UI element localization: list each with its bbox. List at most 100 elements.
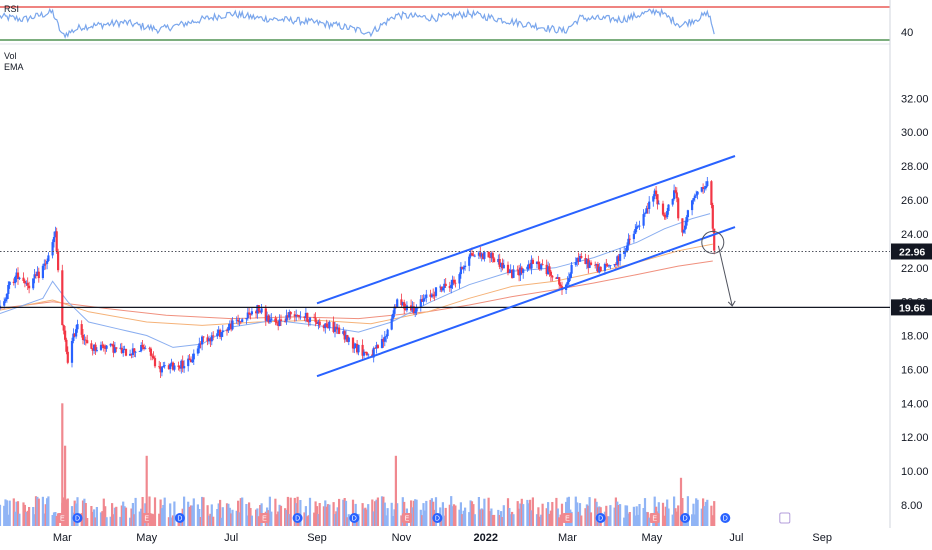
volume-bar: [153, 497, 157, 526]
volume-bar: [692, 503, 695, 526]
earnings-marker: [57, 513, 68, 523]
volume-bar: [66, 498, 69, 526]
candle-body: [336, 327, 339, 330]
candle-body: [642, 214, 645, 226]
volume-bar: [111, 503, 114, 526]
candle-body: [241, 319, 244, 323]
volume-bar: [511, 511, 514, 526]
volume-bar: [152, 514, 155, 526]
candle-body: [396, 299, 399, 307]
volume-bar: [299, 500, 302, 526]
volume-bar: [429, 499, 432, 526]
volume-bar: [710, 505, 713, 526]
volume-bar: [443, 515, 446, 526]
volume-event-dividend: D: [720, 513, 731, 523]
candle-body: [691, 200, 694, 211]
volume-bar: [325, 506, 328, 526]
candle-body: [62, 325, 65, 331]
candle-body: [180, 360, 183, 369]
candle-body: [47, 255, 50, 261]
volume-bar: [105, 517, 108, 526]
ema-lines: [0, 213, 713, 348]
candle-body: [448, 286, 451, 289]
volume-bar: [55, 516, 58, 526]
candle-body: [120, 347, 123, 353]
volume-bar: [173, 501, 176, 526]
volume-bar: [22, 502, 25, 526]
candle-body: [657, 203, 660, 205]
volume-bar: [519, 503, 522, 526]
volume-bar: [289, 497, 292, 526]
volume-bar: [450, 496, 453, 526]
volume-bar: [686, 496, 689, 526]
candle-body: [367, 354, 370, 356]
candle-body: [84, 339, 87, 341]
event-letter: E: [782, 516, 787, 523]
candle-body: [123, 348, 126, 350]
volume-bar: [559, 514, 562, 526]
volume-bar: [131, 503, 134, 526]
candle-body: [569, 273, 572, 279]
volume-bar: [663, 515, 666, 526]
volume-bar: [674, 508, 677, 526]
volume-bar: [133, 514, 136, 526]
volume-bar: [614, 497, 617, 526]
volume-bar: [578, 503, 582, 526]
candle-body: [342, 331, 345, 334]
volume-bar: [396, 503, 399, 526]
rsi-pane: RSI 40: [0, 4, 913, 41]
candle-body: [433, 295, 436, 297]
candle-body: [605, 264, 608, 265]
volume-bar: [713, 501, 716, 526]
candle-body: [372, 348, 375, 358]
volume-bar: [372, 511, 375, 526]
candle-body: [617, 256, 620, 261]
candle-body: [393, 306, 396, 314]
candle-body: [250, 311, 253, 315]
volume-bar: [102, 498, 105, 526]
candle-body: [429, 294, 432, 297]
candle-body: [46, 261, 49, 264]
volume-bar: [584, 508, 587, 526]
volume-bar: [367, 504, 370, 526]
candle-body: [129, 353, 132, 356]
volume-bar: [493, 514, 496, 526]
volume-bar: [84, 503, 87, 526]
volume-bar: [0, 504, 2, 526]
volume-bar: [482, 509, 485, 526]
time-tick-label: 2022: [474, 532, 498, 544]
candle-body: [634, 229, 637, 234]
candle-body: [555, 277, 558, 279]
candle-body: [28, 285, 31, 289]
candle-body: [326, 327, 330, 329]
volume-bar: [479, 509, 482, 526]
volume-bar: [642, 508, 645, 526]
candle-body: [527, 264, 530, 267]
volume-event-dividend: D: [432, 513, 443, 523]
volume-bar: [401, 497, 404, 526]
volume-bar: [7, 514, 10, 526]
volume-bar: [549, 510, 552, 526]
candle-body: [259, 310, 262, 313]
volume-event-dividend: D: [292, 513, 303, 523]
candle-body: [559, 284, 562, 287]
volume-bar: [227, 503, 230, 526]
volume-bar: [52, 512, 56, 526]
dividend-marker: [720, 513, 731, 523]
time-tick-label: May: [136, 532, 157, 544]
candle-body: [614, 264, 617, 265]
candle-body: [191, 359, 194, 363]
candle-body: [256, 305, 259, 314]
volume-bar: [318, 503, 321, 526]
candle-body: [225, 330, 229, 332]
price-tick-label: 10.00: [901, 466, 929, 478]
candle-body: [624, 251, 627, 252]
volume-bar: [441, 502, 444, 526]
candle-body: [260, 308, 263, 313]
candle-body: [458, 274, 461, 284]
volume-bar: [703, 506, 706, 526]
candle-body: [324, 323, 327, 329]
price-tick-label: 24.00: [901, 229, 929, 241]
earnings-marker: [141, 513, 152, 523]
